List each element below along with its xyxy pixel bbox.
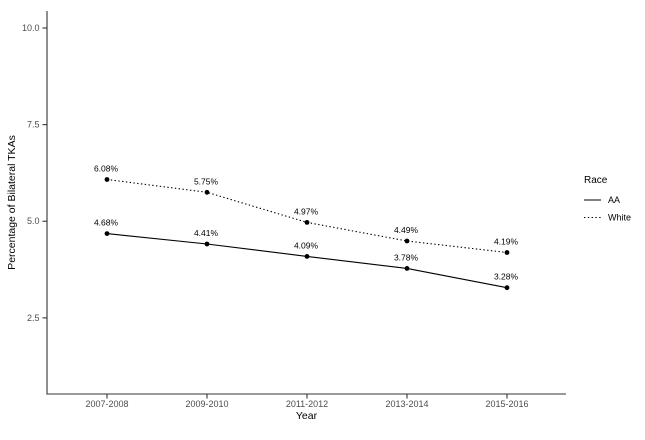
x-tick-label: 2009-2010: [185, 399, 228, 409]
data-point-aa: [104, 231, 110, 237]
data-point-label-white: 4.19%: [494, 237, 519, 247]
data-point-aa: [304, 254, 310, 259]
legend-label-white: White: [608, 213, 631, 223]
data-point-label-aa: 3.28%: [494, 272, 519, 282]
data-point-aa: [504, 285, 510, 291]
y-tick-label: 7.5: [27, 120, 40, 130]
data-point-label-white: 5.75%: [194, 176, 219, 186]
legend-title: Race: [584, 175, 608, 186]
data-point-label-aa: 4.09%: [294, 240, 319, 250]
data-point-label-aa: 4.68%: [94, 218, 119, 228]
x-tick-label: 2015-2016: [485, 399, 528, 409]
y-tick-label: 2.5: [27, 313, 40, 323]
y-axis-title: Percentage of Bilateral TKAs: [6, 135, 18, 270]
data-point-label-aa: 3.78%: [394, 252, 419, 262]
data-point-white: [204, 189, 210, 195]
data-point-white: [504, 250, 510, 255]
x-axis-title: Year: [296, 410, 318, 422]
x-tick-label: 2007-2008: [85, 399, 128, 409]
data-point-label-white: 4.49%: [394, 225, 419, 235]
data-point-label-white: 6.08%: [94, 164, 119, 174]
data-point-white: [404, 238, 410, 244]
data-point-aa: [204, 241, 210, 247]
y-tick-label: 10.0: [22, 23, 40, 33]
data-point-aa: [404, 266, 410, 271]
data-point-label-aa: 4.41%: [194, 228, 219, 238]
x-tick-label: 2011-2012: [286, 399, 328, 409]
data-point-white: [304, 220, 310, 225]
legend-label-aa: AA: [608, 195, 620, 205]
y-tick-label: 5.0: [27, 216, 40, 226]
data-point-white: [104, 177, 110, 182]
x-tick-label: 2013-2014: [385, 399, 428, 409]
data-point-label-white: 4.97%: [294, 206, 319, 216]
